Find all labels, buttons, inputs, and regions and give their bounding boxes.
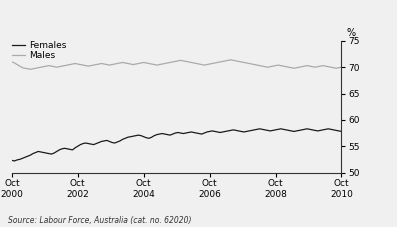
Males	[207, 63, 212, 65]
Text: %: %	[347, 28, 356, 38]
Males	[228, 59, 233, 61]
Males	[10, 61, 14, 63]
Females	[207, 130, 212, 133]
Line: Males: Males	[12, 60, 341, 69]
Females	[215, 131, 220, 133]
Males	[33, 67, 38, 70]
Females	[10, 159, 14, 162]
Females	[339, 130, 344, 133]
Females	[257, 127, 262, 130]
Females	[12, 160, 17, 162]
Females	[231, 128, 236, 131]
Males	[339, 66, 344, 69]
Females	[33, 151, 38, 154]
Females	[168, 134, 172, 136]
Text: Source: Labour Force, Australia (cat. no. 62020): Source: Labour Force, Australia (cat. no…	[8, 216, 191, 225]
Males	[28, 68, 33, 71]
Legend: Females, Males: Females, Males	[12, 41, 66, 60]
Females	[96, 141, 101, 144]
Males	[168, 61, 172, 64]
Males	[215, 61, 220, 64]
Males	[96, 63, 101, 65]
Line: Females: Females	[12, 129, 341, 161]
Males	[233, 59, 238, 62]
